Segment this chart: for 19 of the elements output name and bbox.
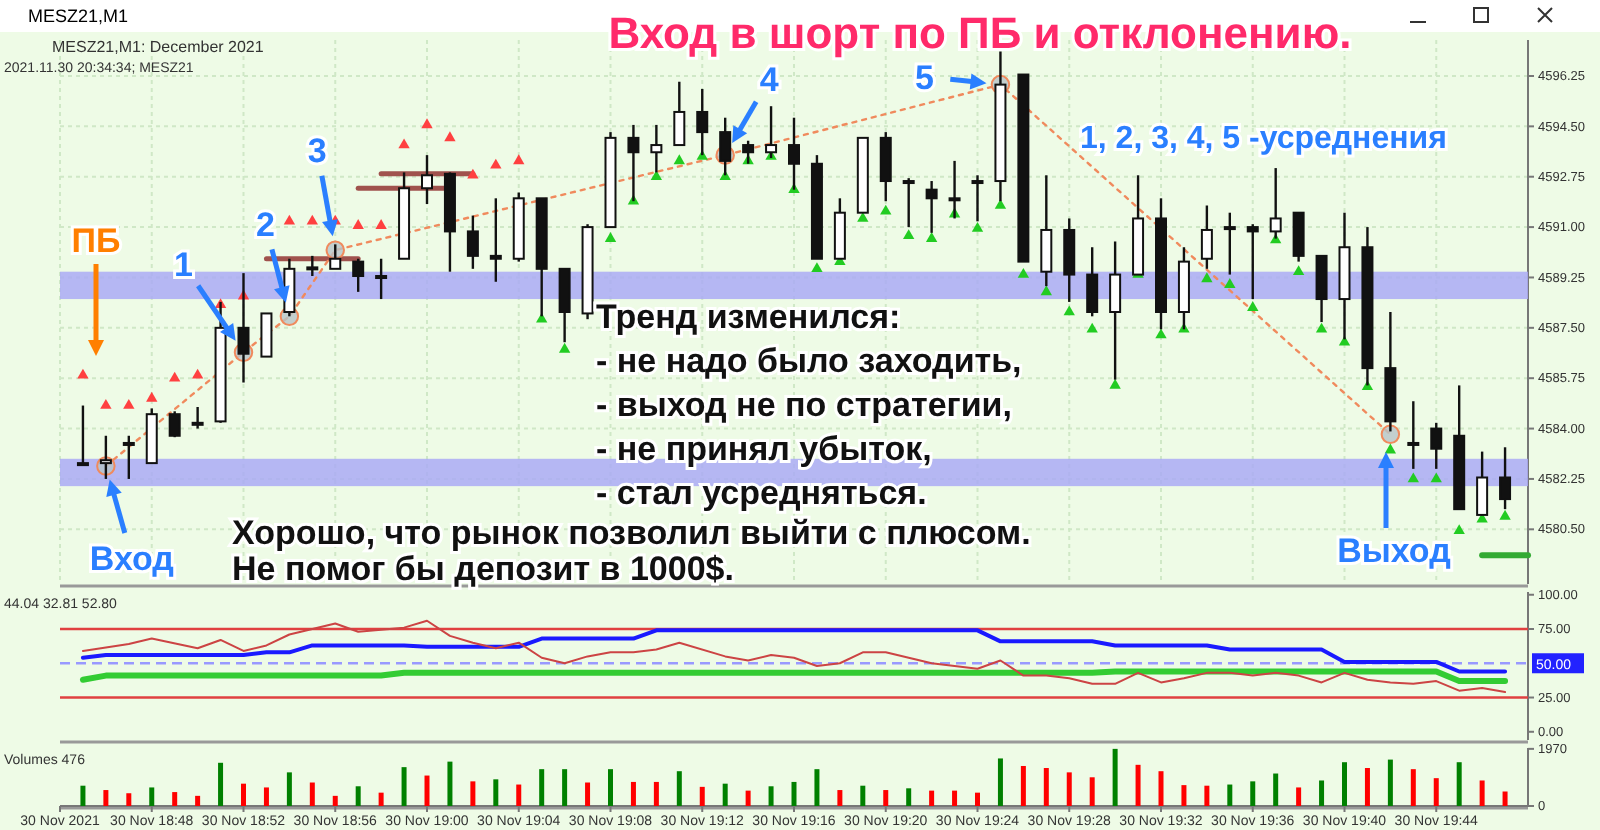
annotation: 5 — [914, 58, 934, 97]
annotation: Хорошо, что рынок позволил выйти с плюсом. — [232, 514, 1031, 552]
annotation: Вход — [89, 539, 175, 578]
text: MESZ21,M1 — [28, 6, 129, 26]
annotation: 4 — [759, 61, 780, 100]
annotation: - не надо было заходить, — [596, 342, 1022, 380]
annotation: - стал усредняться. — [596, 474, 927, 512]
annotation: ПБ — [71, 222, 121, 260]
annotation: - выход не по стратегии, — [596, 386, 1012, 424]
annotation: 1 — [174, 246, 193, 285]
annotation: Выход — [1337, 532, 1452, 570]
annotation: Тренд изменился: — [596, 298, 901, 336]
annotation: Не помог бы депозит в 1000$. — [232, 550, 734, 588]
annotation: - не принял убыток, — [596, 430, 932, 468]
annotation: 2 — [255, 206, 275, 245]
annotation: 1, 2, 3, 4, 5 -усреднения — [1080, 122, 1447, 156]
chart-title: Вход в шорт по ПБ и отклонению. — [608, 8, 1352, 58]
annotation: 3 — [307, 132, 327, 171]
annotation: MESZ21,M1: December 2021 — [52, 38, 265, 56]
